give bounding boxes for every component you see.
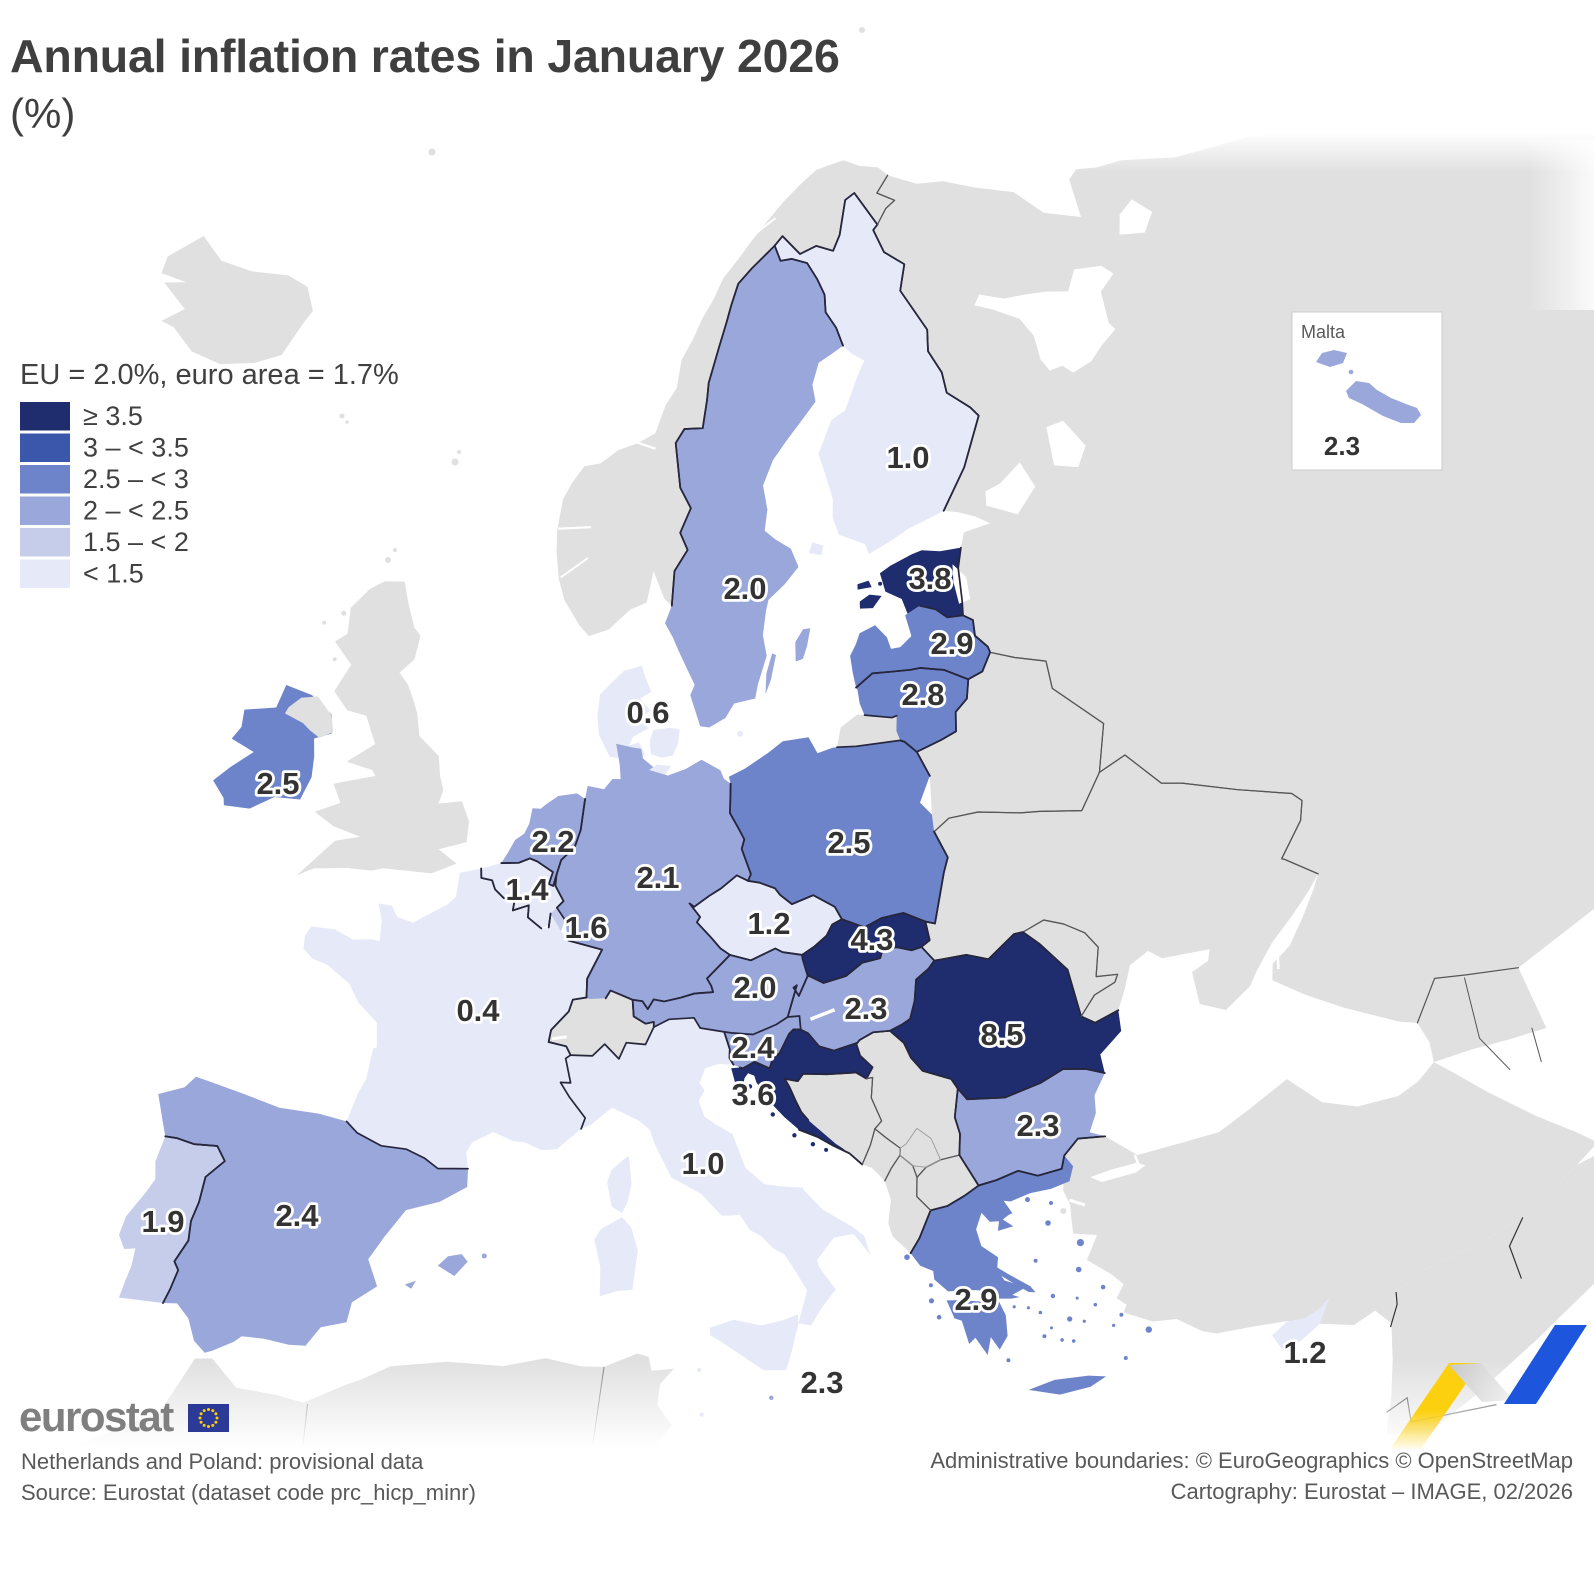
svg-text:≥ 3.5: ≥ 3.5 [83,401,143,431]
svg-text:8.5: 8.5 [980,1017,1023,1052]
svg-text:2.4: 2.4 [275,1198,319,1233]
svg-text:3 – < 3.5: 3 – < 3.5 [83,433,189,463]
svg-text:2.2: 2.2 [531,824,574,859]
svg-text:1.2: 1.2 [1283,1335,1326,1370]
svg-text:Annual inflation rates in Janu: Annual inflation rates in January 2026 [10,30,840,82]
svg-text:1.0: 1.0 [681,1146,724,1181]
svg-text:< 1.5: < 1.5 [83,559,144,589]
svg-text:1.0: 1.0 [886,440,929,475]
svg-text:1.5 – < 2: 1.5 – < 2 [83,527,189,557]
svg-text:2.9: 2.9 [954,1282,997,1317]
svg-text:2.4: 2.4 [731,1030,775,1065]
svg-text:Cartography: Eurostat – IMAGE,: Cartography: Eurostat – IMAGE, 02/2026 [1171,1479,1573,1504]
svg-text:Netherlands and Poland: provis: Netherlands and Poland: provisional data [21,1449,424,1474]
svg-text:1.9: 1.9 [141,1204,184,1239]
svg-text:2 – < 2.5: 2 – < 2.5 [83,496,189,526]
svg-text:2.8: 2.8 [901,677,944,712]
svg-text:Source: Eurostat (dataset code: Source: Eurostat (dataset code prc_hicp_… [21,1480,476,1505]
svg-text:Malta: Malta [1301,322,1346,342]
svg-text:2.0: 2.0 [723,571,766,606]
svg-text:2.0: 2.0 [733,970,776,1005]
svg-text:0.4: 0.4 [456,993,500,1028]
svg-text:Administrative boundaries: © E: Administrative boundaries: © EuroGeograp… [930,1448,1573,1473]
svg-text:EU = 2.0%, euro area = 1.7%: EU = 2.0%, euro area = 1.7% [20,359,399,391]
svg-text:2.1: 2.1 [636,860,679,895]
svg-text:2.3: 2.3 [1324,431,1360,461]
svg-text:1.2: 1.2 [747,906,790,941]
svg-text:2.5: 2.5 [827,825,870,860]
svg-text:2.3: 2.3 [1016,1108,1059,1143]
svg-text:1.6: 1.6 [564,910,607,945]
svg-text:eurostat: eurostat [19,1393,174,1440]
svg-text:2.3: 2.3 [844,991,887,1026]
svg-text:2.5 – < 3: 2.5 – < 3 [83,464,189,494]
svg-text:2.5: 2.5 [256,766,299,801]
svg-text:3.6: 3.6 [731,1077,774,1112]
svg-text:2.9: 2.9 [930,626,973,661]
svg-text:(%): (%) [10,90,75,137]
svg-text:3.8: 3.8 [908,561,951,596]
svg-text:4.3: 4.3 [850,922,893,957]
svg-text:2.3: 2.3 [800,1365,843,1400]
svg-text:0.6: 0.6 [626,695,669,730]
svg-text:1.4: 1.4 [505,872,549,907]
